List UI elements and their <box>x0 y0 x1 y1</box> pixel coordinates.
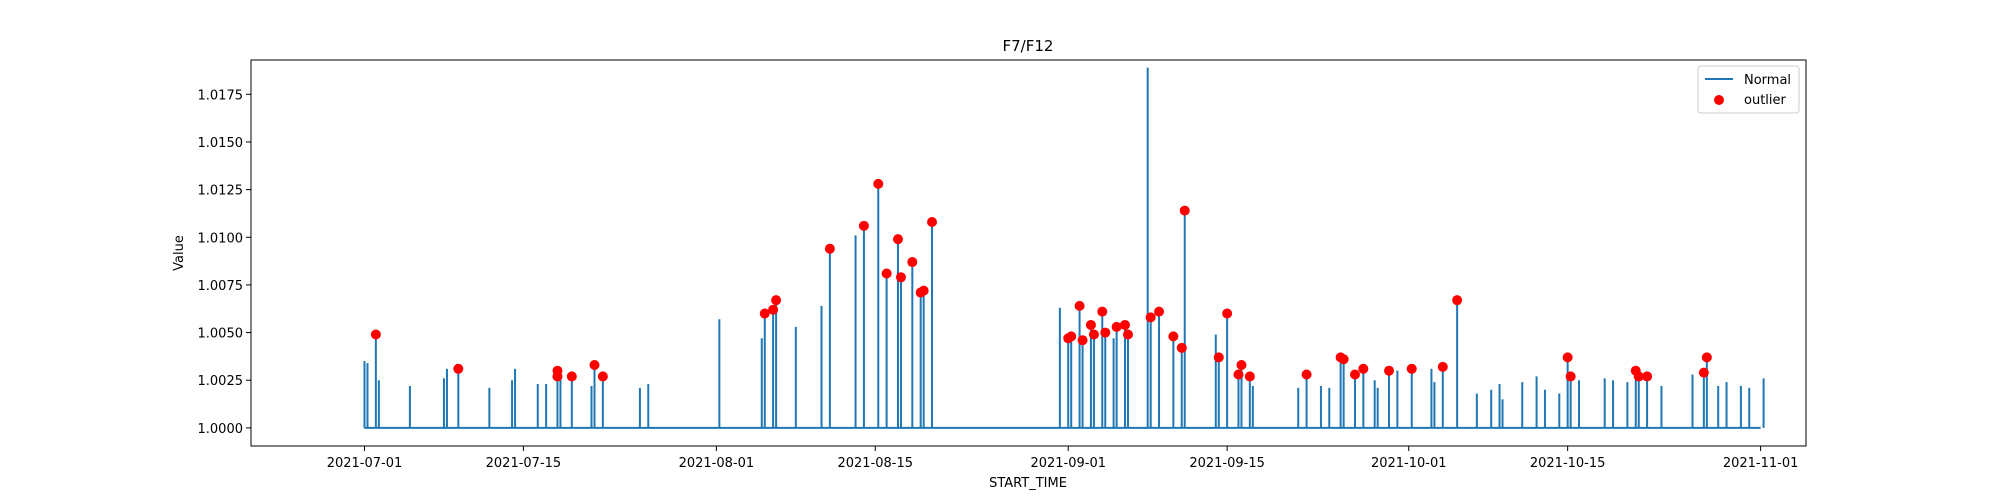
outlier-point <box>1384 365 1395 376</box>
x-axis-label: START_TIME <box>989 476 1067 491</box>
outlier-point <box>824 243 835 254</box>
legend-label-outlier: outlier <box>1744 93 1787 108</box>
outlier-point <box>1100 327 1111 338</box>
outlier-point <box>1122 329 1133 340</box>
outlier-point <box>1176 342 1187 353</box>
x-tick-label: 2021-09-01 <box>1030 456 1106 471</box>
y-tick-label: 1.0175 <box>198 88 244 103</box>
x-tick-label: 2021-10-01 <box>1371 456 1447 471</box>
y-tick-label: 1.0150 <box>198 136 244 151</box>
x-tick-label: 2021-08-15 <box>837 456 913 471</box>
outlier-point <box>927 217 938 228</box>
outlier-point <box>881 268 892 279</box>
outlier-point <box>892 234 903 245</box>
outlier-point <box>370 329 381 340</box>
outlier-point <box>1244 371 1255 382</box>
legend-label-normal: Normal <box>1744 73 1791 88</box>
outlier-point <box>1074 300 1085 311</box>
outlier-point <box>907 257 918 268</box>
outlier-point <box>1437 361 1448 372</box>
outlier-point <box>1236 359 1247 370</box>
legend: Normal outlier <box>1697 65 1800 114</box>
outlier-point <box>759 308 770 319</box>
outlier-point <box>1145 312 1156 323</box>
outlier-point <box>1077 335 1088 346</box>
chart-title: F7/F12 <box>1003 37 1054 55</box>
outlier-point <box>1066 331 1077 342</box>
outlier-point <box>918 285 929 296</box>
outlier-point <box>768 304 779 315</box>
outlier-point <box>1088 329 1099 340</box>
y-tick-label: 1.0075 <box>198 279 244 294</box>
outlier-point <box>1119 319 1130 330</box>
outlier-point <box>597 371 608 382</box>
x-tick-label: 2021-07-15 <box>486 456 562 471</box>
outlier-point <box>895 272 906 283</box>
outlier-point <box>589 359 600 370</box>
x-tick-label: 2021-10-15 <box>1530 456 1606 471</box>
y-tick-label: 1.0000 <box>198 422 244 437</box>
outlier-point <box>771 295 782 306</box>
outlier-point <box>1562 352 1573 363</box>
outlier-point <box>1633 371 1644 382</box>
plot-area <box>363 67 1765 429</box>
x-tick-label: 2021-09-15 <box>1189 456 1265 471</box>
axes-frame <box>250 59 1807 447</box>
outlier-point <box>1698 367 1709 378</box>
outlier-point <box>453 363 464 374</box>
outlier-point <box>566 371 577 382</box>
x-tick-label: 2021-07-01 <box>327 456 403 471</box>
outlier-point <box>1233 369 1244 380</box>
outlier-point <box>1358 363 1369 374</box>
outlier-point <box>1168 331 1179 342</box>
outlier-point <box>1085 319 1096 330</box>
outlier-point <box>1452 295 1463 306</box>
outlier-point <box>858 220 869 231</box>
outlier-point <box>1179 205 1190 216</box>
y-axis-label: Value <box>172 235 187 271</box>
y-tick-label: 1.0025 <box>198 374 244 389</box>
outlier-point <box>1111 321 1122 332</box>
outlier-point <box>1701 352 1712 363</box>
outlier-point <box>1335 352 1346 363</box>
outlier-point <box>552 371 563 382</box>
outlier-point <box>1222 308 1233 319</box>
legend-marker-outlier <box>1714 95 1724 105</box>
y-tick-label: 1.0125 <box>198 184 244 199</box>
outlier-point <box>873 178 884 189</box>
outlier-point <box>1565 371 1576 382</box>
outlier-point <box>1642 371 1653 382</box>
outlier-point <box>1301 369 1312 380</box>
y-tick-label: 1.0100 <box>198 231 244 246</box>
y-axis-ticks: 1.0000 1.0025 1.0050 1.0075 1.0100 1.0125 1.01… <box>198 88 251 437</box>
x-tick-label: 2021-11-01 <box>1723 456 1799 471</box>
outlier-point <box>1154 306 1165 317</box>
x-tick-label: 2021-08-01 <box>679 456 755 471</box>
outlier-point <box>1349 369 1360 380</box>
outlier-point <box>1406 363 1417 374</box>
outlier-point <box>1097 306 1108 317</box>
outlier-point <box>1213 352 1224 363</box>
x-axis-ticks: 2021-07-01 2021-07-15 2021-08-01 2021-08-15… <box>327 446 1799 471</box>
y-tick-label: 1.0050 <box>198 327 244 342</box>
